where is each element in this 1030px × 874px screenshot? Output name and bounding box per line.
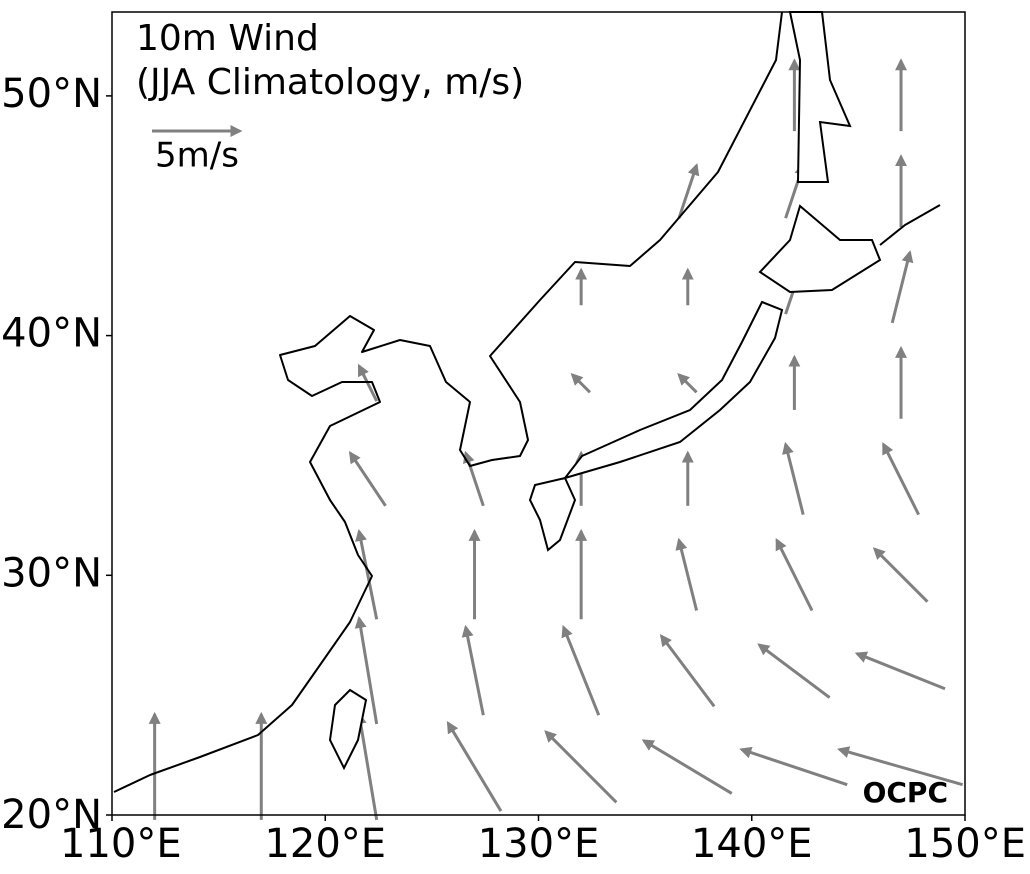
wind-vector (675, 537, 699, 611)
sakhalin (788, 11, 852, 183)
title-line: 10m Wind (136, 18, 319, 59)
wind-vector (641, 739, 733, 795)
reference-label: 5m/s (155, 136, 239, 176)
wind-vector (357, 363, 379, 402)
wind-vector (757, 643, 831, 699)
wind-vector (446, 721, 503, 812)
hokkaido (758, 204, 882, 294)
kyushu (528, 476, 577, 552)
wind-vector (348, 451, 387, 507)
wind-vector (677, 163, 700, 219)
wind-vector (561, 624, 601, 716)
wind-vector (544, 730, 618, 804)
wind-vector (890, 250, 914, 324)
title-line: (JJA Climatology, m/s) (136, 62, 524, 103)
wind-vector (837, 746, 964, 787)
wind-vector (570, 373, 592, 394)
x-tick-label: 120°E (264, 821, 386, 867)
honshu (562, 300, 784, 480)
wind-vector (854, 651, 946, 691)
wind-vector (659, 634, 716, 708)
x-tick-label: 140°E (691, 821, 813, 867)
kuril-islands (879, 204, 941, 246)
wind-vector (739, 746, 848, 787)
wind-vector (354, 616, 379, 725)
y-tick-label: 20°N (1, 792, 102, 838)
wind-vector (461, 624, 485, 716)
vector-layer (148, 58, 964, 821)
wind-vector (463, 450, 485, 507)
x-tick-label: 150°E (904, 821, 1026, 867)
wind-vector (677, 373, 698, 394)
coastlines (113, 11, 941, 793)
wind-vector (782, 441, 805, 515)
watermark: OCPC (863, 776, 948, 809)
y-tick-label: 30°N (1, 550, 102, 596)
x-tick-label: 130°E (478, 821, 600, 867)
wind-vector (872, 547, 929, 603)
y-tick-label: 50°N (1, 71, 102, 117)
x-tick-label: 110°E (60, 821, 182, 867)
wind-vector (355, 528, 379, 620)
taiwan (328, 688, 368, 771)
wind-vector (775, 537, 814, 612)
coastline-asia (113, 11, 783, 793)
wind-vector (882, 442, 920, 516)
wind-vector (354, 711, 379, 821)
y-tick-label: 40°N (1, 311, 102, 357)
